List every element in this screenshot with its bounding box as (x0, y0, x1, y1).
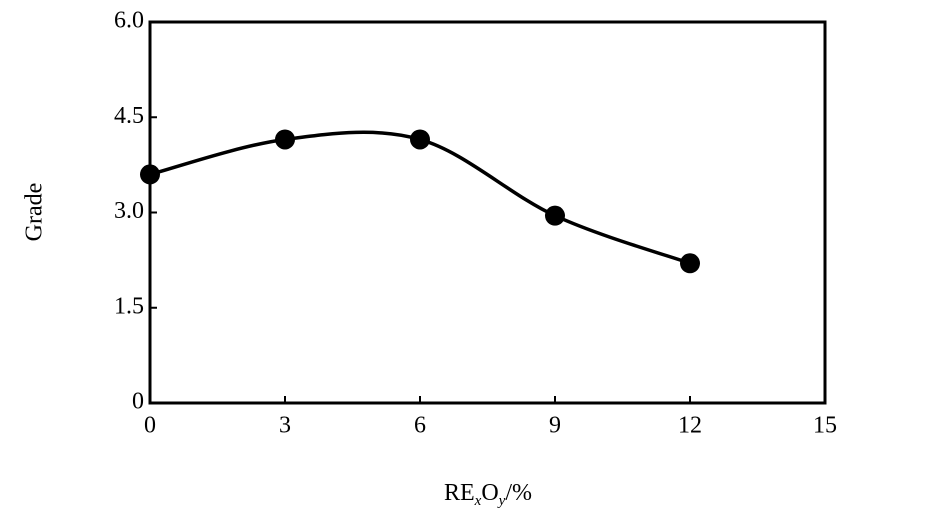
marker (680, 253, 700, 274)
y-tick-label: 4.5 (114, 103, 144, 129)
marker (410, 129, 430, 150)
line (149, 130, 691, 265)
x-label-part: O (481, 480, 498, 506)
x-tick-label: 9 (549, 413, 561, 439)
x-tick-label: 6 (414, 413, 426, 439)
y-tick-label: 0 (132, 389, 144, 415)
y-tick-label: 1.5 (114, 293, 144, 319)
y-axis-label: Grade (22, 183, 48, 242)
x-label-part: RE (444, 480, 475, 506)
marker (140, 164, 160, 185)
x-label-sub: x (474, 493, 482, 509)
plot-frame (148, 20, 827, 405)
marker (275, 129, 295, 150)
x-label-sub: y (497, 493, 506, 509)
x-tick-label: 12 (678, 413, 702, 439)
x-label-part: /% (505, 480, 532, 506)
x-tick-label: 3 (279, 413, 291, 439)
marker (545, 205, 565, 226)
x-tick-label: 15 (813, 413, 837, 439)
y-tick-label: 6.0 (114, 8, 144, 34)
x-axis-label: RExOy/% (444, 480, 532, 510)
y-tick-label: 3.0 (114, 198, 144, 224)
x-tick-label: 0 (144, 413, 156, 439)
